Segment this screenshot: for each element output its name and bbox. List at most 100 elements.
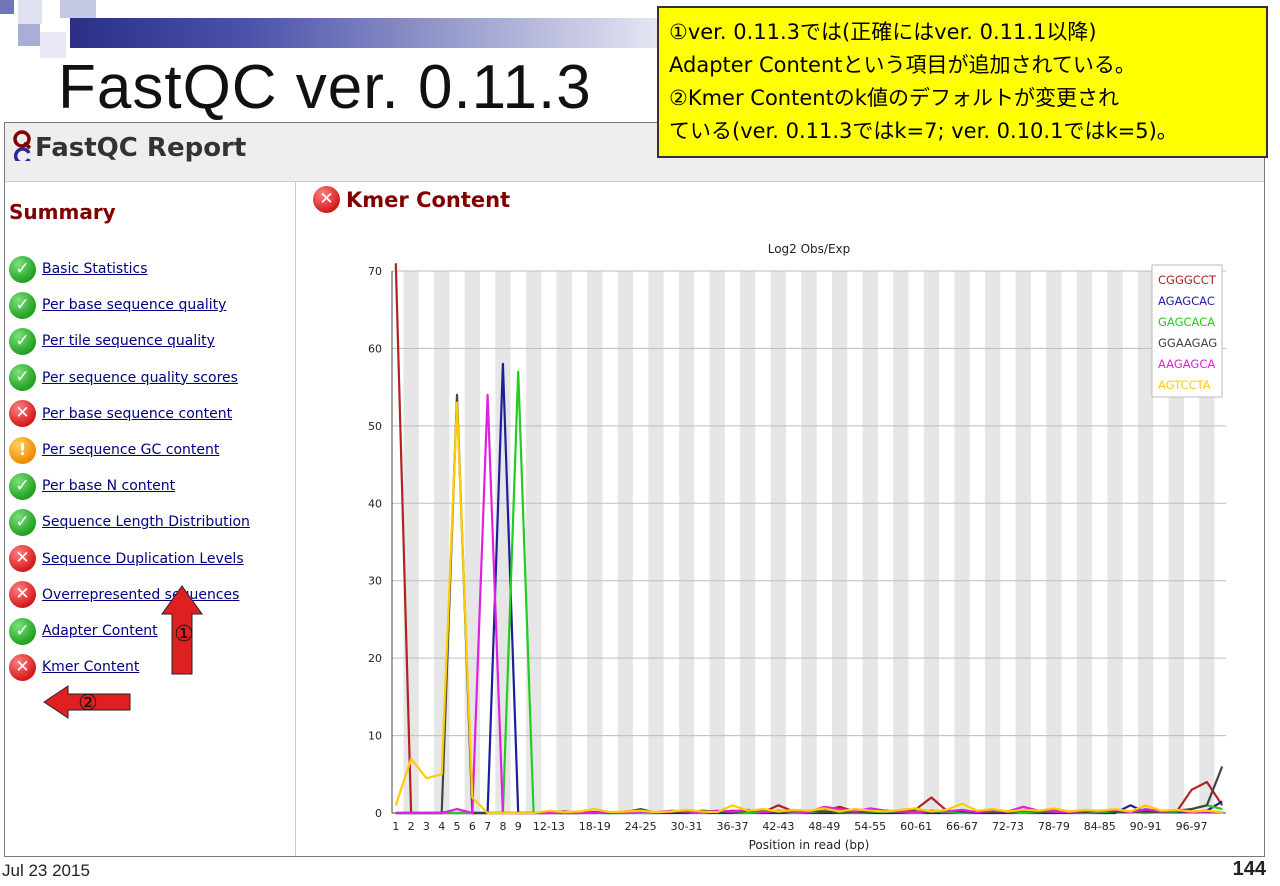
chart-band bbox=[893, 271, 909, 813]
check-circle-icon: ✓ bbox=[9, 617, 36, 645]
chart-band bbox=[403, 271, 419, 813]
module-link[interactable]: Per base sequence quality bbox=[42, 297, 227, 314]
callout-label-2: ② bbox=[78, 691, 98, 716]
module-item[interactable]: ✕ Kmer Content bbox=[9, 652, 139, 682]
slide-decoration bbox=[0, 0, 660, 60]
x-tick-label: 7 bbox=[484, 820, 491, 833]
cross-circle-icon: ✕ bbox=[9, 653, 36, 681]
summary-sidebar: Summary ✓ Basic Statistics ✓ Per base seque… bbox=[5, 182, 296, 856]
module-link[interactable]: Sequence Duplication Levels bbox=[42, 550, 244, 567]
chart-title: Log2 Obs/Exp bbox=[768, 242, 851, 256]
y-tick-label: 60 bbox=[368, 342, 382, 355]
legend-entry: AGTCCTA bbox=[1158, 378, 1211, 392]
module-link[interactable]: Basic Statistics bbox=[42, 261, 148, 277]
module-link[interactable]: Overrepresented sequences bbox=[42, 586, 240, 603]
x-tick-label: 3 bbox=[423, 820, 430, 833]
chart-band bbox=[587, 271, 603, 813]
module-link[interactable]: Sequence Length Distribution bbox=[42, 514, 250, 531]
y-tick-label: 50 bbox=[368, 420, 382, 433]
y-tick-label: 10 bbox=[368, 730, 382, 743]
chart-band bbox=[770, 271, 787, 813]
x-tick-label: 5 bbox=[454, 820, 461, 833]
x-tick-label: 8 bbox=[499, 820, 506, 833]
module-link[interactable]: Per base N content bbox=[42, 478, 176, 495]
chart-band bbox=[801, 271, 817, 813]
x-tick-label: 72-73 bbox=[992, 820, 1024, 833]
y-tick-label: 30 bbox=[368, 575, 382, 588]
module-item[interactable]: ✓ Adapter Content bbox=[9, 616, 158, 646]
section-title: Kmer Content bbox=[346, 187, 511, 212]
chart-band bbox=[1015, 271, 1031, 813]
chart-band bbox=[1076, 271, 1093, 813]
module-item[interactable]: ✓ Sequence Length Distribution bbox=[9, 507, 250, 537]
x-tick-label: 6 bbox=[469, 820, 476, 833]
chart-band bbox=[709, 271, 725, 813]
page-number: 144 bbox=[1232, 858, 1266, 880]
cross-circle-icon: ✕ bbox=[9, 400, 36, 428]
module-link[interactable]: Per sequence GC content bbox=[42, 442, 220, 458]
x-tick-label: 78-79 bbox=[1038, 820, 1070, 833]
y-tick-label: 40 bbox=[368, 497, 382, 510]
module-item[interactable]: ✓ Per base sequence quality bbox=[9, 290, 226, 320]
y-tick-label: 0 bbox=[375, 807, 382, 820]
x-tick-label: 60-61 bbox=[900, 820, 932, 833]
chart-band bbox=[648, 271, 664, 813]
check-circle-icon: ✓ bbox=[9, 291, 36, 319]
module-item[interactable]: ✓ Per tile sequence quality bbox=[9, 326, 215, 356]
legend-entry: GAGCACA bbox=[1158, 315, 1215, 329]
chart-band bbox=[556, 271, 572, 813]
x-tick-label: 66-67 bbox=[946, 820, 978, 833]
x-tick-label: 54-55 bbox=[854, 820, 886, 833]
module-link[interactable]: Kmer Content bbox=[42, 659, 140, 676]
note-line: ている(ver. 0.11.3ではk=7; ver. 0.10.1ではk=5)。 bbox=[669, 119, 1178, 143]
chart-band bbox=[831, 271, 848, 813]
chart-band bbox=[923, 271, 940, 813]
module-item[interactable]: ✕ Overrepresented sequences bbox=[9, 580, 239, 610]
module-item[interactable]: ✓ Basic Statistics bbox=[9, 254, 148, 284]
check-circle-icon: ✓ bbox=[9, 364, 36, 392]
chart-band bbox=[464, 271, 480, 813]
chart-band bbox=[434, 271, 450, 813]
x-tick-label: 36-37 bbox=[717, 820, 749, 833]
module-link[interactable]: Adapter Content bbox=[42, 623, 158, 639]
x-tick-label: 90-91 bbox=[1130, 820, 1162, 833]
x-tick-label: 30-31 bbox=[671, 820, 703, 833]
module-link[interactable]: Per sequence quality scores bbox=[42, 369, 238, 386]
chart-band bbox=[740, 271, 756, 813]
slide-title: FastQC ver. 0.11.3 bbox=[58, 53, 592, 122]
legend-entry: AGAGCAC bbox=[1158, 294, 1215, 308]
module-item[interactable]: ! Per sequence GC content bbox=[9, 435, 219, 465]
module-link[interactable]: Per base sequence content bbox=[42, 405, 233, 422]
chart-band bbox=[525, 271, 542, 813]
check-circle-icon: ✓ bbox=[9, 472, 36, 500]
x-tick-label: 1 bbox=[392, 820, 399, 833]
chart-band bbox=[862, 271, 878, 813]
slide-date: Jul 23 2015 bbox=[2, 861, 90, 880]
chart-band bbox=[1107, 271, 1123, 813]
module-link[interactable]: Per tile sequence quality bbox=[42, 333, 215, 350]
note-line: ①ver. 0.11.3では(正確にはver. 0.11.1以降) bbox=[669, 20, 1097, 44]
y-tick-label: 70 bbox=[368, 265, 382, 278]
chart-band bbox=[617, 271, 634, 813]
x-tick-label: 24-25 bbox=[625, 820, 657, 833]
module-item[interactable]: ✓ Per base N content bbox=[9, 471, 175, 501]
fail-status-icon: ✕ bbox=[313, 186, 340, 213]
note-line: Adapter Contentという項目が追加されている。 bbox=[669, 53, 1136, 77]
chart-band bbox=[1138, 271, 1154, 813]
x-axis-label: Position in read (bp) bbox=[749, 838, 870, 852]
chart-band bbox=[1199, 271, 1215, 813]
y-tick-label: 20 bbox=[368, 652, 382, 665]
chart-band bbox=[678, 271, 695, 813]
cross-circle-icon: ✕ bbox=[9, 545, 36, 573]
chart-legend: CGGGCCT AGAGCAC GAGCACA GGAAGAG AAGAGCA AGTCC… bbox=[1151, 264, 1223, 398]
chart-band bbox=[954, 271, 970, 813]
callout-arrow-2: ② bbox=[43, 685, 131, 719]
module-item[interactable]: ✓ Per sequence quality scores bbox=[9, 363, 238, 393]
legend-box bbox=[1151, 264, 1223, 398]
warning-circle-icon: ! bbox=[9, 436, 36, 464]
x-tick-label: 12-13 bbox=[533, 820, 565, 833]
x-tick-label: 48-49 bbox=[808, 820, 840, 833]
module-item[interactable]: ✕ Sequence Duplication Levels bbox=[9, 544, 244, 574]
chart-band bbox=[1046, 271, 1062, 813]
module-item[interactable]: ✕ Per base sequence content bbox=[9, 399, 232, 429]
